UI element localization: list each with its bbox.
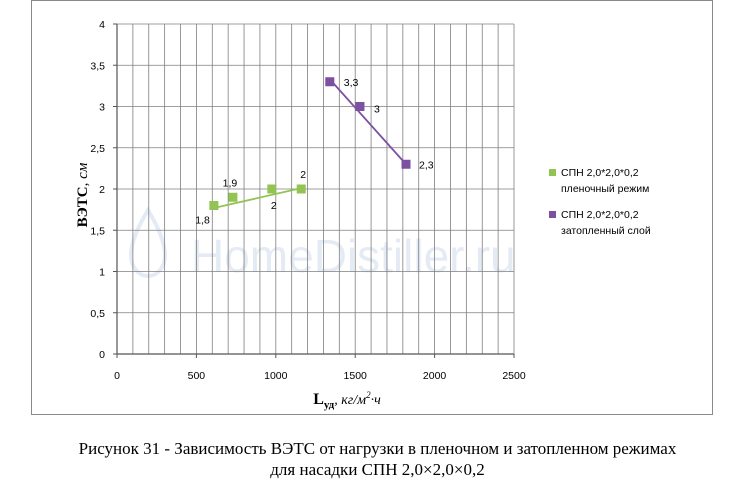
watermark: HomeDistiller.ru xyxy=(128,206,516,282)
caption-line-1: Рисунок 31 - Зависимость ВЭТС от нагрузк… xyxy=(78,439,677,458)
x-axis-title-sub: уд xyxy=(324,399,335,411)
y-tick-label: 1,5 xyxy=(90,225,105,237)
y-tick-label: 2 xyxy=(99,184,105,196)
x-axis-title: Lуд, кг/м2·ч xyxy=(313,390,381,411)
series-1-data-label: 1,8 xyxy=(195,215,210,227)
y-tick-label: 1 xyxy=(99,267,105,279)
legend-swatch xyxy=(549,169,556,176)
chart-frame xyxy=(31,0,713,415)
legend-label-line-2: затопленный слой xyxy=(561,225,651,237)
y-tick-label: 4 xyxy=(99,19,105,31)
legend-swatch xyxy=(549,211,556,218)
series-1: 1,8 1,9 2 2 xyxy=(195,169,306,227)
x-axis-title-units-sup: 2 xyxy=(366,390,371,400)
x-axis-title-units-tail: ·ч xyxy=(371,393,382,408)
y-axis-title-units: , см xyxy=(75,162,91,186)
series-2-point xyxy=(355,102,365,111)
watermark-text: HomeDistiller.ru xyxy=(191,230,516,282)
series-1-data-label: 1,9 xyxy=(223,177,238,189)
chart-axes xyxy=(113,23,515,358)
series-2-point xyxy=(401,159,411,169)
legend-label-line-1: СПН 2,0*2,0*0,2 xyxy=(561,167,639,179)
y-tick-label: 0,5 xyxy=(90,308,105,320)
watermark-logo-icon xyxy=(128,206,168,279)
series-1-point xyxy=(209,201,219,210)
caption-line-2: для насадки СПН 2,0×2,0×0,2 xyxy=(270,460,485,479)
series-1-point xyxy=(267,184,277,194)
series-1-line xyxy=(213,187,302,209)
legend-label-line-2: пленочный режим xyxy=(561,183,649,195)
figure-caption: Рисунок 31 - Зависимость ВЭТС от нагрузк… xyxy=(0,438,755,480)
x-tick-label: 500 xyxy=(188,370,206,382)
y-tick-label: 2,5 xyxy=(90,143,105,155)
y-axis-title-main: ВЭТС xyxy=(75,186,91,227)
series-2-line xyxy=(329,78,407,165)
series-2-point xyxy=(325,77,335,87)
series-1-data-label: 2 xyxy=(300,169,306,181)
series-2-data-label: 2,3 xyxy=(419,159,434,171)
legend-entry-2: СПН 2,0*2,0*0,2 затопленный слой xyxy=(549,209,651,237)
series-layer: 1,8 1,9 2 2 3,3 3 2,3 xyxy=(195,77,434,227)
x-tick-labels: 0 500 1000 1500 2000 2500 xyxy=(114,370,526,382)
y-tick-label: 0 xyxy=(99,349,105,361)
x-tick-label: 2500 xyxy=(502,370,526,382)
chart: HomeDistiller.ru 0 0,5 1 1,5 2 2,5 3 3,5 4 0 500 1… xyxy=(75,19,651,411)
series-1-point xyxy=(296,184,306,194)
x-tick-label: 2000 xyxy=(423,370,447,382)
series-2-data-label: 3 xyxy=(374,104,380,116)
y-axis-title: ВЭТС, см xyxy=(75,162,91,227)
legend-label-line-1: СПН 2,0*2,0*0,2 xyxy=(561,209,639,221)
y-tick-label: 3 xyxy=(99,102,105,114)
series-2-data-label: 3,3 xyxy=(344,77,359,89)
legend-entry-1: СПН 2,0*2,0*0,2 пленочный режим xyxy=(549,167,649,195)
x-tick-label: 1000 xyxy=(264,370,288,382)
series-1-point xyxy=(228,192,238,202)
series-2: 3,3 3 2,3 xyxy=(325,77,434,171)
chart-grid xyxy=(116,23,515,355)
x-axis-title-main: L xyxy=(313,391,324,408)
x-axis-title-units: , кг/м xyxy=(334,393,366,408)
series-1-data-label: 2 xyxy=(271,200,277,212)
x-tick-label: 0 xyxy=(114,370,120,382)
y-tick-labels: 0 0,5 1 1,5 2 2,5 3 3,5 4 xyxy=(90,19,105,361)
y-tick-label: 3,5 xyxy=(90,60,105,72)
x-tick-label: 1500 xyxy=(344,370,368,382)
